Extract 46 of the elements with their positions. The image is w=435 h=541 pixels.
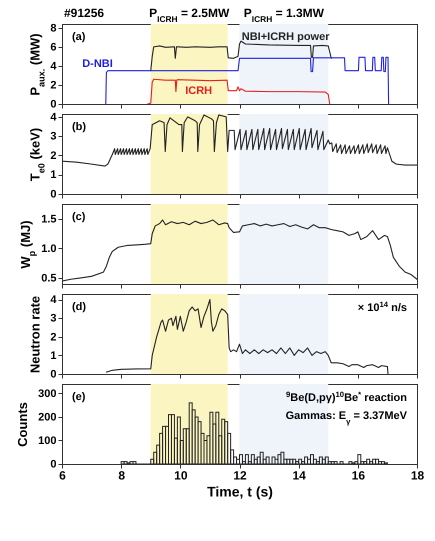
annotation: (d) xyxy=(72,301,86,313)
y-axis-title: Counts xyxy=(15,402,30,447)
x-tick-label: 14 xyxy=(292,468,306,482)
y-tick-label: 4 xyxy=(50,111,58,124)
y-tick-label: 1 xyxy=(50,350,56,362)
annotation: Gammas: E$_{γ}$ = 3.37MeV xyxy=(286,410,408,426)
x-tick-label: 18 xyxy=(410,468,424,482)
x-tick-label: 6 xyxy=(59,468,66,482)
annotation: (c) xyxy=(72,211,86,223)
band-label: P$_{ICRH}$ = 2.5MW xyxy=(149,6,230,24)
y-tick-label: 100 xyxy=(38,434,56,447)
y-tick-label: 1 xyxy=(50,169,56,182)
annotation: (e) xyxy=(72,391,86,403)
y-tick-label: 0.5 xyxy=(41,272,56,285)
y-tick-label: 2 xyxy=(50,331,56,344)
y-tick-label: 4 xyxy=(50,60,58,72)
x-tick-label: 10 xyxy=(174,468,188,482)
y-tick-label: 0 xyxy=(50,368,56,380)
y-tick-label: 4 xyxy=(50,294,58,306)
y-tick-label: 2 xyxy=(50,79,56,92)
x-tick-label: 12 xyxy=(233,468,247,482)
chart-title: #91256 xyxy=(64,6,104,20)
y-tick-label: 200 xyxy=(38,411,56,424)
annotation: $^{9}$Be(D,pγ)$^{10}$Be$^{*}$ reaction xyxy=(286,390,408,404)
y-tick-label: 0 xyxy=(50,188,56,200)
series-label: NBI+ICRH power xyxy=(242,30,330,43)
x-axis-title: Time, t (s) xyxy=(207,484,273,500)
annotation: × 10$^{14}$ n/s xyxy=(358,300,407,314)
y-tick-label: 3 xyxy=(50,130,56,143)
series-label: D-NBI xyxy=(82,58,113,70)
annotation: (b) xyxy=(72,121,86,133)
y-tick-label: 1.5 xyxy=(41,213,56,226)
y-axis-title: Neutron rate xyxy=(27,296,42,374)
x-tick-label: 16 xyxy=(352,468,366,482)
y-tick-label: 0 xyxy=(50,98,56,110)
band-label: P$_{ICRH}$ = 1.3MW xyxy=(244,6,325,24)
y-tick-label: 1.0 xyxy=(41,242,56,255)
y-tick-label: 300 xyxy=(38,388,56,400)
y-tick-label: 3 xyxy=(50,312,56,325)
y-tick-label: 8 xyxy=(50,22,56,34)
annotation: (a) xyxy=(72,31,86,43)
y-tick-label: 6 xyxy=(50,41,56,54)
y-tick-label: 0 xyxy=(50,458,56,470)
y-tick-label: 2 xyxy=(50,150,56,162)
series-label: ICRH xyxy=(185,85,212,98)
x-tick-label: 8 xyxy=(118,468,126,482)
